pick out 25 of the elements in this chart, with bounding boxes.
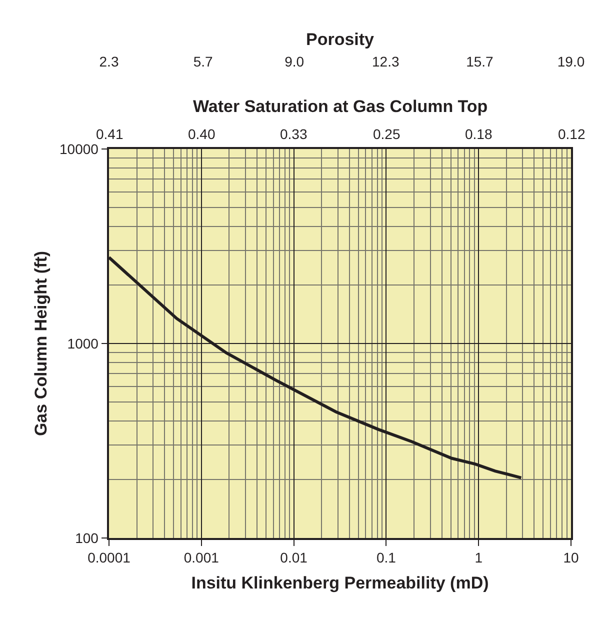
text: 0.25 [373,126,400,142]
text: 0.41 [96,126,124,142]
x2-tick-label: 2.3 [99,53,119,70]
x2-tick-label: 15.7 [466,53,494,70]
text: 0.12 [558,126,586,142]
y-axis-title: Gas Column Height (ft) [32,250,51,436]
x-tick-label: 0.001 [184,550,220,566]
text: 0.18 [465,126,492,142]
x-tick-label: 0.0001 [88,550,131,566]
y-tick-label: 10000 [60,140,99,157]
text: Water Saturation at Gas Column Top [193,97,488,116]
text: 0.33 [280,126,308,142]
y-tick-label: 1000 [67,335,99,352]
y-tick-label: 100 [75,530,99,546]
x2-tick-label: 19.0 [557,53,585,70]
x-tick-label: 0.01 [280,550,308,566]
x-tick-label: 10 [563,550,579,566]
x2-tick-label: 12.3 [372,53,400,70]
text: 0.40 [188,126,216,142]
x-tick-label: 0.1 [376,550,396,566]
x2-tick-label: 5.7 [193,53,213,70]
x-tick-label: 1 [474,550,483,566]
x2-tick-label: 9.0 [284,53,304,70]
x2-axis-title: Porosity [306,30,375,49]
x-axis-title: Insitu Klinkenberg Permeability (mD) [191,573,489,592]
